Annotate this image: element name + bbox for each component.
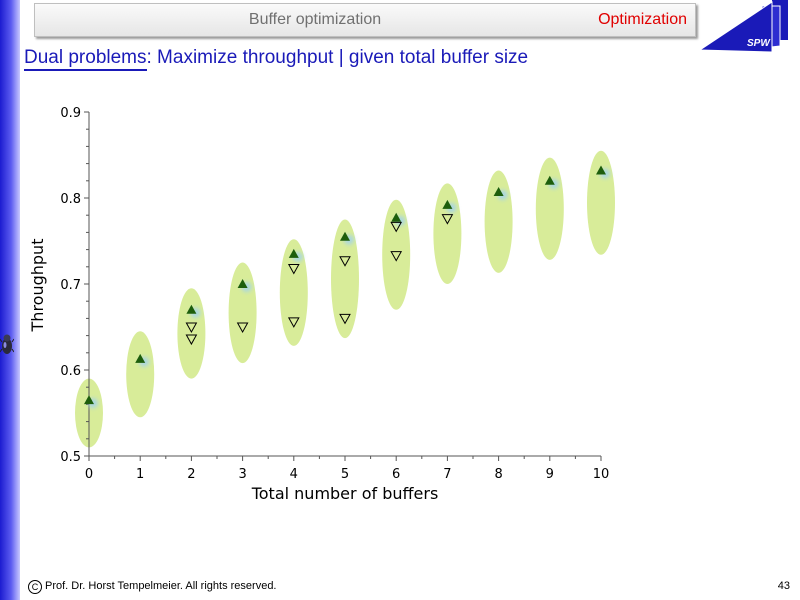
slide-title-rest: : Maximize throughput | given total buff… <box>146 47 529 68</box>
open-triangle-marker <box>287 317 300 328</box>
range-ellipse <box>484 170 513 273</box>
header-section-label: Optimization <box>598 11 687 28</box>
y-tick-label: 0.5 <box>60 450 81 465</box>
left-accent-bar <box>0 0 20 600</box>
range-ellipse <box>535 157 564 260</box>
x-axis-label: Total number of buffers <box>251 484 439 503</box>
x-tick-label: 3 <box>238 467 246 482</box>
open-triangle-marker <box>185 322 198 334</box>
open-triangle-marker <box>185 334 198 346</box>
filled-triangle-marker <box>493 186 504 196</box>
filled-triangle-marker <box>135 353 146 363</box>
filled-triangle-marker <box>84 395 94 405</box>
x-tick-label: 1 <box>136 467 144 482</box>
spw-logo: SPW <box>700 0 788 53</box>
footer-copyright-text: Prof. Dr. Horst Tempelmeier. All rights … <box>45 580 277 592</box>
filled-triangle-marker <box>442 199 453 209</box>
filled-triangle-marker <box>340 231 350 241</box>
header-bar: Buffer optimization Optimization <box>34 3 696 37</box>
range-ellipse <box>331 219 359 339</box>
x-tick-label: 2 <box>187 467 195 482</box>
x-tick-label: 9 <box>546 467 554 482</box>
spw-logo-text: SPW <box>747 38 771 49</box>
y-tick-label: 0.9 <box>60 106 81 121</box>
footer-copyright: C Prof. Dr. Horst Tempelmeier. All rights… <box>28 580 277 594</box>
range-ellipse <box>126 331 155 418</box>
y-tick-label: 0.8 <box>60 192 81 207</box>
filled-triangle-marker <box>186 304 197 314</box>
range-ellipse <box>382 199 411 310</box>
open-triangle-marker <box>441 214 454 225</box>
x-tick-label: 6 <box>392 467 400 482</box>
range-ellipse <box>177 288 206 379</box>
filled-triangle-marker <box>288 248 299 258</box>
range-ellipse <box>433 183 462 284</box>
page-number: 43 <box>777 580 790 592</box>
open-triangle-marker <box>339 256 351 267</box>
y-tick-label: 0.6 <box>60 364 81 379</box>
open-triangle-marker <box>236 322 249 334</box>
slide-title: Dual problems: Maximize throughput | giv… <box>24 47 528 69</box>
range-ellipse <box>279 239 308 346</box>
bug-icon <box>0 334 14 354</box>
y-tick-label: 0.7 <box>60 278 81 293</box>
filled-triangle-marker <box>391 212 402 222</box>
chart-marks <box>84 165 610 409</box>
slide-title-prefix: Dual problems <box>24 47 147 68</box>
x-tick-label: 10 <box>593 467 610 482</box>
copyright-symbol: C <box>28 580 42 594</box>
x-tick-label: 5 <box>341 467 349 482</box>
y-axis-label: Throughput <box>28 239 47 333</box>
filled-triangle-marker <box>237 279 248 288</box>
open-triangle-marker <box>390 251 403 262</box>
range-ellipses <box>75 150 615 448</box>
open-triangle-marker <box>339 313 351 325</box>
header-title: Buffer optimization <box>248 11 382 28</box>
x-tick-label: 0 <box>85 467 93 482</box>
open-triangle-marker <box>287 264 300 275</box>
open-triangle-marker <box>390 221 403 233</box>
chart-axes: 0 1 2 3 4 5 6 7 8 9 10 0.5 0.6 0.7 0.8 0.9 <box>60 106 609 482</box>
x-tick-label: 7 <box>443 467 451 482</box>
range-ellipse <box>228 262 257 364</box>
filled-triangle-marker <box>596 165 606 175</box>
x-tick-label: 8 <box>494 467 502 482</box>
x-tick-label: 4 <box>290 467 298 482</box>
filled-triangle-marker <box>544 175 555 185</box>
